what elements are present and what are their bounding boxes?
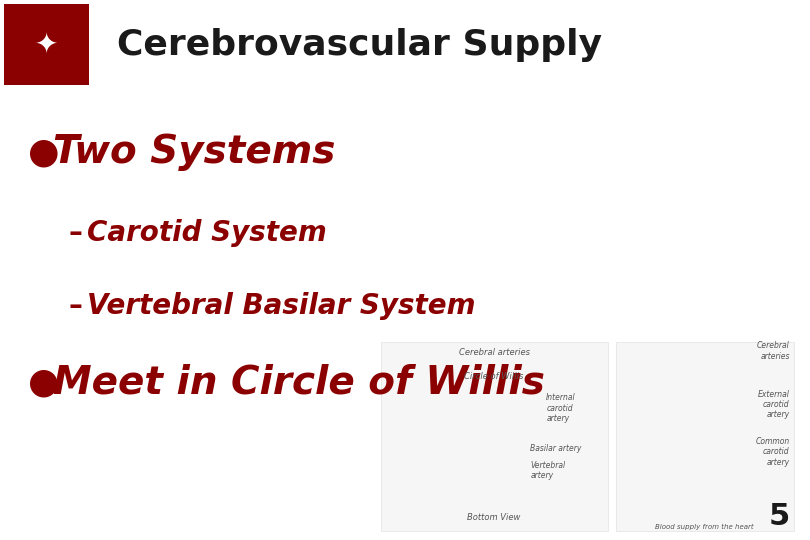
Text: –: – bbox=[69, 292, 83, 320]
Text: Cerebral
arteries: Cerebral arteries bbox=[757, 341, 790, 361]
Text: Meet in Circle of Willis: Meet in Circle of Willis bbox=[53, 363, 544, 401]
Text: –: – bbox=[69, 219, 83, 247]
FancyBboxPatch shape bbox=[4, 4, 89, 85]
FancyBboxPatch shape bbox=[616, 342, 794, 531]
Text: Circle of Willis: Circle of Willis bbox=[464, 373, 524, 381]
Text: 5: 5 bbox=[769, 502, 790, 531]
Text: ●: ● bbox=[28, 365, 60, 399]
Text: Bottom View: Bottom View bbox=[467, 512, 521, 522]
Text: External
carotid
artery: External carotid artery bbox=[758, 389, 790, 420]
Text: Vertebral Basilar System: Vertebral Basilar System bbox=[87, 292, 476, 320]
Text: Common
carotid
artery: Common carotid artery bbox=[756, 437, 790, 467]
Text: Vertebral
artery: Vertebral artery bbox=[531, 461, 565, 480]
Text: Basilar artery: Basilar artery bbox=[531, 444, 582, 454]
Text: Carotid System: Carotid System bbox=[87, 219, 327, 247]
FancyBboxPatch shape bbox=[381, 342, 608, 531]
Text: Blood supply from the heart: Blood supply from the heart bbox=[655, 524, 754, 530]
Text: Cerebral arteries: Cerebral arteries bbox=[458, 348, 530, 357]
Text: Cerebrovascular Supply: Cerebrovascular Supply bbox=[117, 28, 603, 62]
Text: Internal
carotid
artery: Internal carotid artery bbox=[546, 393, 576, 423]
Text: ✦: ✦ bbox=[35, 31, 58, 58]
Text: ●: ● bbox=[28, 135, 60, 169]
Text: Two Systems: Two Systems bbox=[53, 133, 335, 171]
